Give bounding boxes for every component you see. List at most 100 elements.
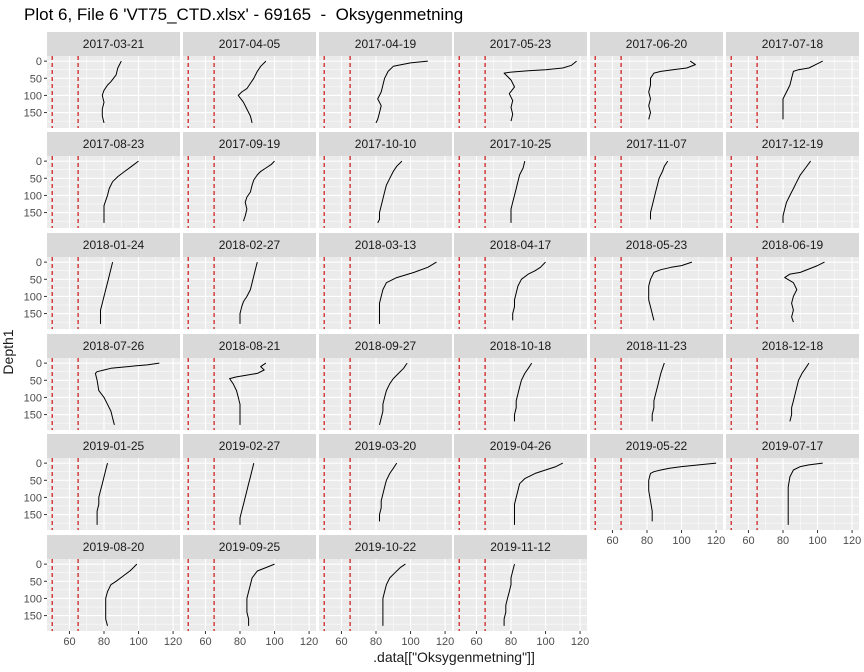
y-tick-label: 0 (36, 358, 42, 370)
oxygen-profile-line (782, 160, 812, 223)
y-tick-label: 150 (24, 108, 42, 120)
panel-background (47, 56, 180, 128)
facet-panel: 2019-10-22 60 80 100 120 (319, 535, 454, 648)
oxygen-profile-line (782, 60, 823, 120)
facet-panel: 2019-04-26 (454, 434, 587, 530)
strip-background (454, 32, 587, 56)
y-tick-label: 0 (36, 559, 42, 571)
oxygen-profile-line (105, 563, 138, 627)
facet-panel: 2018-04-17 (454, 233, 587, 329)
strip-background (319, 334, 452, 358)
panel-background (47, 559, 180, 631)
facet-panel: 2017-09-19 (183, 132, 316, 228)
oxygen-profile-line (239, 261, 258, 324)
oxygen-profile-line (787, 462, 823, 525)
oxygen-profile-line (101, 60, 122, 124)
strip-background (454, 334, 587, 358)
strip-background (47, 233, 180, 257)
strip-label: 2019-07-17 (762, 439, 824, 453)
strip-background (47, 132, 180, 156)
y-tick-label: 50 (30, 73, 42, 85)
panel-background (590, 458, 723, 530)
facet-panel: 2018-02-27 (183, 233, 316, 329)
facet-panel: 2017-07-18 (726, 32, 859, 128)
strip-label: 2019-02-27 (219, 439, 281, 453)
facet-panel: 2018-05-23 (590, 233, 723, 329)
strip-label: 2017-03-21 (83, 37, 145, 51)
strip-background (726, 334, 859, 358)
panel-background (319, 257, 452, 329)
oxygen-profile-line (379, 462, 398, 522)
strip-label: 2018-05-23 (626, 238, 688, 252)
strip-background (726, 233, 859, 257)
oxygen-profile-line (375, 60, 428, 124)
x-tick-label: 60 (742, 535, 754, 547)
oxygen-profile-line (503, 60, 577, 122)
strip-label: 2018-10-18 (490, 339, 552, 353)
facet-panel: 2017-05-23 (454, 32, 587, 128)
x-tick-label: 60 (606, 535, 618, 547)
panel-background (319, 559, 452, 631)
x-tick-label: 120 (164, 636, 182, 648)
x-tick-label: 120 (436, 636, 454, 648)
y-tick-label: 100 (24, 190, 42, 202)
panel-background (47, 156, 180, 228)
oxygen-profile-line (229, 362, 267, 425)
strip-label: 2019-03-20 (355, 439, 417, 453)
strip-label: 2019-01-25 (83, 439, 145, 453)
facet-panel: 2017-12-19 (726, 132, 859, 228)
y-tick-label: 100 (24, 90, 42, 102)
strip-background (590, 434, 723, 458)
strip-label: 2018-07-26 (83, 339, 145, 353)
panel-background (454, 156, 587, 228)
facet-panel: 2019-03-20 (319, 434, 452, 530)
oxygen-profile-line (379, 261, 437, 324)
facet-panel: 2018-12-18 (726, 334, 859, 430)
strip-label: 2017-09-19 (219, 137, 281, 151)
strip-label: 2017-04-19 (355, 37, 417, 51)
oxygen-profile-line (784, 261, 825, 323)
x-tick-label: 80 (505, 636, 517, 648)
facet-panel: 2017-08-23 0 50 100 150 (24, 132, 180, 228)
y-tick-label: 50 (30, 576, 42, 588)
strip-background (590, 334, 723, 358)
y-tick-label: 150 (24, 410, 42, 422)
facet-panel: 2019-08-20 0 50 100 150 60 80 100 120 (24, 535, 182, 648)
oxygen-profile-line (514, 462, 564, 525)
strip-background (183, 32, 316, 56)
oxygen-profile-line (96, 462, 108, 525)
facet-panel: 2018-01-24 0 50 100 150 (24, 233, 180, 329)
facet-panel: 2019-01-25 0 50 100 150 (24, 434, 180, 530)
facet-panel: 2017-11-07 (590, 132, 723, 228)
panel-background (454, 358, 587, 430)
x-tick-label: 80 (370, 636, 382, 648)
panel-background (183, 156, 316, 228)
facet-panel: 2019-07-17 60 80 100 120 (726, 434, 861, 547)
oxygen-profile-line (510, 160, 526, 223)
panel-background (47, 358, 180, 430)
strip-background (47, 535, 180, 559)
y-tick-label: 50 (30, 375, 42, 387)
strip-label: 2019-08-20 (83, 540, 145, 554)
oxygen-profile-line (514, 362, 533, 422)
strip-label: 2019-05-22 (626, 439, 688, 453)
panel-background (726, 56, 859, 128)
y-tick-label: 50 (30, 274, 42, 286)
facet-panel: 2019-09-25 60 80 100 120 (183, 535, 318, 648)
strip-label: 2019-11-12 (490, 540, 551, 554)
oxygen-profile-line (650, 160, 669, 220)
panel-background (454, 559, 587, 631)
y-tick-label: 150 (24, 611, 42, 623)
strip-background (726, 132, 859, 156)
y-tick-label: 100 (24, 291, 42, 303)
x-tick-label: 80 (641, 535, 653, 547)
panel-background (590, 156, 723, 228)
strip-label: 2018-06-19 (762, 238, 824, 252)
strip-label: 2017-05-23 (490, 37, 552, 51)
oxygen-profile-line (94, 362, 160, 426)
x-axis-label: .data[["Oksygenmetning"]] (373, 649, 535, 665)
panel-background (183, 358, 316, 430)
facet-panel: 2018-08-21 (183, 334, 316, 430)
x-tick-label: 120 (843, 535, 861, 547)
strip-label: 2017-08-23 (83, 137, 145, 151)
